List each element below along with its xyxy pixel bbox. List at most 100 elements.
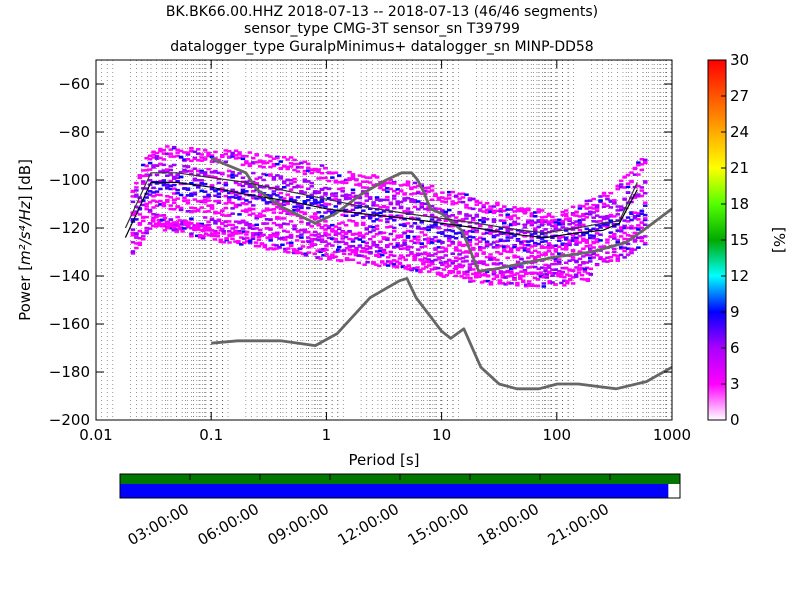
density-cell xyxy=(165,200,170,203)
density-cell xyxy=(261,178,266,182)
density-cell xyxy=(506,275,511,278)
density-cell xyxy=(295,209,301,213)
density-cell xyxy=(354,183,359,186)
density-cell xyxy=(438,272,444,275)
density-cell xyxy=(299,166,304,169)
density-cell xyxy=(364,244,369,248)
density-cell xyxy=(503,283,508,286)
density-cell xyxy=(574,243,579,246)
density-cell xyxy=(405,197,411,200)
density-cell xyxy=(151,150,156,154)
density-cell xyxy=(340,234,345,237)
density-cell xyxy=(643,158,648,162)
density-cell xyxy=(364,176,369,179)
density-cell xyxy=(409,245,414,249)
density-cell xyxy=(247,238,253,242)
density-cell xyxy=(350,214,356,218)
density-cell xyxy=(158,187,163,191)
density-cell xyxy=(362,263,367,266)
density-cell xyxy=(539,224,545,227)
density-cell xyxy=(459,275,464,278)
density-cell xyxy=(559,275,564,278)
density-cell xyxy=(577,215,583,218)
density-cell xyxy=(319,215,325,218)
density-cell xyxy=(546,249,552,253)
density-cell xyxy=(268,194,273,197)
density-cell xyxy=(244,221,249,224)
density-cell xyxy=(312,215,318,218)
density-cell xyxy=(581,239,586,243)
density-cell xyxy=(237,197,242,201)
density-cell xyxy=(447,237,452,240)
density-cell xyxy=(409,198,414,201)
colorbar-tick-label: 3 xyxy=(730,375,740,393)
density-cell xyxy=(280,236,285,240)
density-cell xyxy=(354,206,359,209)
density-cell xyxy=(477,218,483,222)
density-cell xyxy=(515,247,521,250)
density-cell xyxy=(385,217,390,221)
density-cell xyxy=(557,221,562,225)
density-cell xyxy=(574,232,579,235)
density-cell xyxy=(367,181,373,184)
y-tick-label: −60 xyxy=(58,75,90,93)
density-cell xyxy=(594,232,600,235)
density-cell xyxy=(612,235,617,238)
density-cell xyxy=(573,273,579,276)
density-cell xyxy=(557,252,562,255)
density-cell xyxy=(505,213,510,216)
density-cell xyxy=(598,257,603,261)
density-cell xyxy=(271,192,277,196)
density-cell xyxy=(460,192,466,196)
density-cell xyxy=(196,226,201,229)
density-cell xyxy=(247,241,253,245)
density-cell xyxy=(350,250,356,254)
density-cell xyxy=(278,223,284,227)
density-cell xyxy=(529,219,535,222)
density-cell xyxy=(316,216,321,220)
density-cell xyxy=(622,186,627,189)
density-cell xyxy=(543,228,548,231)
density-cell xyxy=(453,220,459,224)
density-cell xyxy=(340,240,345,244)
density-cell xyxy=(185,151,191,154)
density-cell xyxy=(196,152,201,155)
density-cell xyxy=(171,229,177,232)
density-cell xyxy=(326,224,332,228)
density-cell xyxy=(563,246,569,249)
density-cell xyxy=(629,250,634,253)
density-cell xyxy=(182,196,187,200)
density-cell xyxy=(598,226,603,229)
density-cell xyxy=(429,254,435,257)
density-cell xyxy=(230,207,235,210)
density-cell xyxy=(598,220,603,223)
density-cell xyxy=(457,231,462,235)
density-cell xyxy=(422,202,428,206)
density-cell xyxy=(288,243,294,247)
density-cell xyxy=(591,246,596,249)
density-cell xyxy=(622,224,627,228)
density-cell xyxy=(395,192,400,195)
density-cell xyxy=(230,155,235,158)
density-cell xyxy=(464,259,469,263)
density-cell xyxy=(605,238,610,241)
density-cell xyxy=(257,231,263,235)
density-cell xyxy=(385,238,390,242)
density-cell xyxy=(509,282,514,285)
density-cell xyxy=(567,259,572,262)
y-tick-label: −80 xyxy=(58,123,90,141)
timeline-tick-label: 15:00:00 xyxy=(405,500,472,549)
density-cell xyxy=(618,246,624,249)
density-cell xyxy=(371,214,376,218)
density-cell xyxy=(209,234,215,238)
nhnm-line xyxy=(210,157,672,273)
density-cell xyxy=(608,199,614,203)
density-cell xyxy=(598,199,603,202)
density-cell xyxy=(292,199,297,202)
reference-lines xyxy=(124,157,672,391)
density-cell xyxy=(185,153,191,156)
density-cell xyxy=(168,179,174,183)
colorbar-tick-label: 12 xyxy=(730,267,749,285)
density-cell xyxy=(467,198,473,202)
density-cell xyxy=(295,235,301,238)
